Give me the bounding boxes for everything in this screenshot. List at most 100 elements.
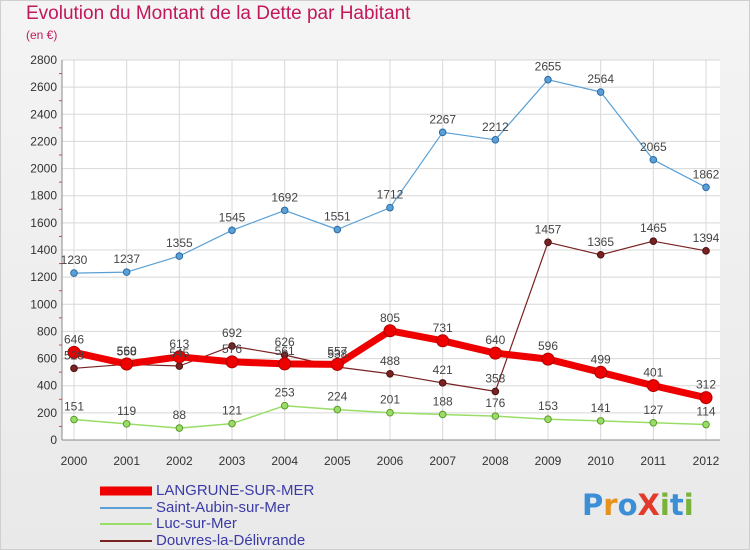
data-label: 401	[643, 366, 663, 380]
y-tick-label: 200	[37, 406, 57, 420]
y-tick-label: 2600	[30, 80, 57, 94]
y-tick-label: 2800	[30, 53, 57, 67]
legend-label: LANGRUNE-SUR-MER	[156, 482, 315, 499]
x-tick-label: 2009	[535, 454, 562, 468]
data-label: 253	[275, 386, 295, 400]
data-point	[228, 226, 236, 235]
legend-swatch	[100, 506, 152, 509]
data-label: 127	[643, 403, 663, 417]
legend-swatch	[100, 523, 152, 526]
logo-letter: X	[637, 488, 660, 522]
logo-letter: i	[683, 488, 694, 522]
chart-title: Evolution du Montant de la Dette par Hab…	[26, 3, 411, 24]
data-point	[228, 419, 236, 428]
x-tick-label: 2010	[587, 454, 614, 468]
data-point	[383, 324, 397, 338]
data-point	[488, 346, 502, 360]
data-point	[438, 128, 447, 137]
data-label: 561	[275, 344, 295, 358]
proxiti-logo: ProXiti	[582, 488, 694, 522]
data-point	[594, 365, 608, 379]
data-point	[702, 183, 710, 192]
data-label: 1862	[693, 167, 720, 181]
legend-label: Saint-Aubin-sur-Mer	[156, 498, 291, 516]
data-label: 2212	[482, 120, 509, 134]
y-tick-label: 600	[37, 352, 57, 366]
data-label: 119	[117, 404, 136, 418]
data-point	[646, 379, 660, 393]
legend-swatch	[100, 486, 152, 496]
y-tick-label: 1800	[30, 189, 57, 203]
data-point	[649, 155, 658, 164]
data-point	[280, 401, 289, 410]
data-label: 88	[173, 408, 187, 422]
y-tick-label: 1400	[30, 243, 57, 257]
data-point	[70, 415, 78, 424]
data-point	[278, 357, 292, 371]
data-label: 1355	[166, 236, 193, 250]
data-point	[491, 387, 500, 396]
x-tick-label: 2008	[482, 454, 509, 468]
data-label: 312	[696, 378, 716, 392]
data-point	[386, 203, 394, 212]
data-point	[386, 369, 394, 378]
data-label: 1230	[61, 253, 88, 267]
data-point	[544, 415, 552, 424]
data-label: 121	[222, 404, 242, 418]
x-tick-label: 2004	[271, 454, 298, 468]
data-point	[649, 237, 658, 245]
x-tick-label: 2000	[61, 454, 88, 468]
data-point	[70, 364, 78, 373]
data-label: 557	[327, 344, 347, 358]
data-label: 421	[433, 363, 453, 377]
data-label: 1457	[535, 222, 562, 236]
data-label: 224	[327, 390, 347, 404]
data-point	[436, 334, 450, 348]
x-tick-label: 2012	[693, 454, 720, 468]
data-label: 1692	[271, 190, 298, 204]
y-tick-label: 2200	[30, 134, 57, 148]
data-point	[649, 418, 658, 427]
data-point	[699, 391, 713, 405]
data-label: 114	[696, 405, 715, 419]
y-tick-label: 1200	[30, 270, 57, 284]
data-point	[544, 75, 552, 84]
data-point	[333, 225, 342, 234]
data-label: 692	[222, 326, 242, 340]
data-point	[386, 408, 394, 417]
data-point	[225, 355, 239, 369]
data-point	[70, 269, 78, 277]
x-tick-label: 2007	[429, 454, 456, 468]
data-label: 2564	[587, 72, 614, 86]
data-point	[122, 268, 131, 276]
data-label: 1394	[693, 231, 720, 245]
data-point	[228, 342, 236, 350]
data-label: 1551	[324, 210, 351, 224]
y-tick-label: 400	[37, 379, 57, 393]
data-point	[596, 88, 605, 96]
data-label: 646	[64, 332, 84, 346]
data-label: 201	[380, 393, 400, 407]
data-label: 358	[485, 371, 505, 385]
data-point	[122, 420, 131, 428]
x-tick-label: 2001	[113, 454, 140, 468]
x-tick-label: 2003	[219, 454, 246, 468]
data-point	[702, 247, 710, 255]
data-point	[333, 405, 342, 414]
legend-label: Luc-sur-Mer	[156, 515, 237, 532]
legend-swatch	[100, 539, 152, 542]
data-point	[702, 420, 710, 429]
data-point	[438, 410, 447, 419]
data-label: 538	[327, 347, 347, 361]
chart-subtitle: (en €)	[26, 28, 58, 42]
data-point	[67, 345, 81, 359]
data-label: 151	[64, 400, 84, 414]
y-tick-label: 800	[37, 324, 57, 338]
data-label: 488	[380, 354, 400, 368]
logo-letter: P	[582, 488, 604, 522]
data-label: 176	[485, 396, 505, 410]
data-point	[491, 412, 500, 420]
data-point	[596, 250, 605, 259]
data-label: 2065	[640, 140, 667, 154]
data-label: 499	[591, 352, 611, 366]
